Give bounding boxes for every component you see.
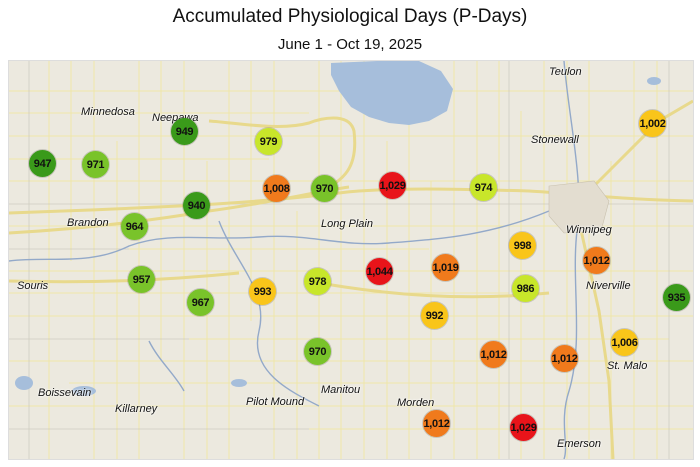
town-label: Killarney	[115, 403, 158, 415]
pdays-marker[interactable]: 1,044	[366, 258, 393, 285]
town-label: Winnipeg	[566, 224, 612, 236]
pdays-marker[interactable]: 964	[121, 213, 148, 240]
map-subtitle: June 1 - Oct 19, 2025	[277, 36, 423, 53]
town-label: Minnedosa	[81, 106, 135, 118]
map-title: Accumulated Physiological Days (P-Days)	[172, 6, 528, 27]
pdays-marker[interactable]: 993	[249, 278, 276, 305]
town-label: Stonewall	[531, 134, 579, 146]
town-label: Souris	[17, 280, 49, 292]
rivers	[9, 61, 580, 459]
pdays-marker[interactable]: 1,012	[583, 247, 610, 274]
pdays-marker[interactable]: 1,029	[379, 172, 406, 199]
town-label: Manitou	[321, 384, 361, 396]
pdays-marker[interactable]: 947	[29, 150, 56, 177]
pdays-marker[interactable]: 970	[311, 175, 338, 202]
pdays-marker[interactable]: 978	[304, 268, 331, 295]
pdays-marker[interactable]: 949	[171, 118, 198, 145]
pdays-marker[interactable]: 1,029	[510, 414, 537, 441]
pdays-marker[interactable]: 1,012	[480, 341, 507, 368]
town-label: Niverville	[586, 280, 631, 292]
pdays-marker[interactable]: 957	[128, 266, 155, 293]
pdays-marker[interactable]: 1,008	[263, 175, 290, 202]
pdays-marker[interactable]: 970	[304, 338, 331, 365]
lake	[331, 61, 453, 125]
pdays-marker[interactable]: 974	[470, 174, 497, 201]
pdays-marker[interactable]: 967	[187, 289, 214, 316]
town-label: Brandon	[67, 217, 109, 229]
pdays-marker[interactable]: 1,019	[432, 254, 459, 281]
pdays-marker[interactable]: 992	[421, 302, 448, 329]
town-label: Morden	[397, 397, 435, 409]
map-area[interactable]: Teulon Minnedosa Neepawa Stonewall Winni…	[8, 60, 694, 460]
pdays-marker[interactable]: 940	[183, 192, 210, 219]
winnipeg-urban-area	[548, 180, 610, 234]
pdays-marker[interactable]: 979	[255, 128, 282, 155]
pdays-marker[interactable]: 1,012	[423, 410, 450, 437]
small-lakes	[15, 77, 661, 396]
pdays-marker[interactable]: 971	[82, 151, 109, 178]
pdays-marker[interactable]: 1,012	[551, 345, 578, 372]
town-label: Teulon	[549, 66, 582, 78]
pdays-marker[interactable]: 998	[509, 232, 536, 259]
town-label: Emerson	[557, 438, 602, 450]
minor-roads	[9, 61, 693, 459]
pdays-marker[interactable]: 1,006	[611, 329, 638, 356]
basemap	[9, 61, 693, 459]
town-label: Pilot Mound	[246, 396, 305, 408]
town-label: Boissevain	[38, 387, 92, 399]
pdays-marker[interactable]: 1,002	[639, 110, 666, 137]
pdays-marker[interactable]: 935	[663, 284, 690, 311]
town-label: Long Plain	[321, 218, 373, 230]
town-label: St. Malo	[607, 360, 648, 372]
pdays-marker[interactable]: 986	[512, 275, 539, 302]
